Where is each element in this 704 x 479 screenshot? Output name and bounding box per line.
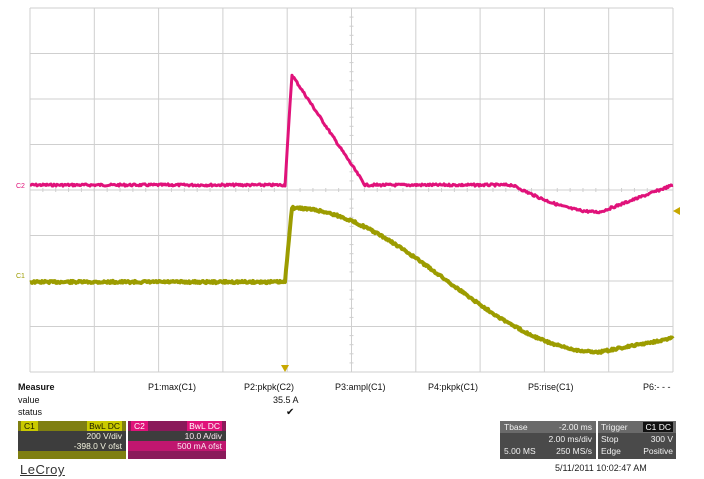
trigger-box[interactable]: Trigger C1 DC Stop 300 V Edge Positive [598, 421, 676, 459]
param-p2-value: 35.5 A [273, 395, 299, 405]
trigger-source: C1 DC [643, 422, 673, 432]
measure-value-row: value 35.5 A [18, 395, 700, 408]
timebase-label: Tbase [504, 422, 528, 432]
value-label: value [18, 395, 40, 405]
timebase-samples: 5.00 MS [504, 446, 536, 456]
measure-name-row: Measure P1:max(C1) P2:pkpk(C2) P3:ampl(C… [18, 382, 700, 395]
trace-c2 [29, 73, 674, 215]
c2-descriptor-header: C2 BwL DC [128, 421, 226, 431]
c1-marker-label: C1 [16, 273, 25, 280]
c1-tag: C1 [21, 421, 38, 431]
c1-scale: 200 V/div [86, 431, 122, 441]
param-p2-name[interactable]: P2:pkpk(C2) [244, 382, 295, 392]
scope-display[interactable]: C2 C1 [0, 0, 704, 380]
c2-offset: 500 mA ofst [128, 441, 226, 451]
c1-descriptor-box[interactable]: C1 BwL DC 200 V/div -398.0 V ofst [18, 421, 126, 459]
param-p3-name[interactable]: P3:ampl(C1) [335, 382, 386, 392]
timestamp: 5/11/2011 10:02:47 AM [555, 463, 647, 473]
c2-tag: C2 [131, 421, 148, 431]
c1-descriptor-header: C1 BwL DC [18, 421, 126, 431]
c2-descriptor-box[interactable]: C2 BwL DC 10.0 A/div 500 mA ofst [128, 421, 226, 459]
status-label: status [18, 407, 43, 417]
trigger-label: Trigger [601, 422, 628, 432]
measure-label: Measure [18, 382, 55, 392]
trigger-level-marker[interactable] [673, 207, 680, 215]
timebase-scale: 2.00 ms/div [548, 434, 592, 444]
c1-channel-marker[interactable]: C1 [16, 273, 25, 280]
param-p2-status-check-icon: ✔ [286, 407, 295, 418]
trigger-level: 300 V [650, 434, 673, 444]
c2-scale: 10.0 A/div [184, 431, 222, 441]
c2-marker-label: C2 [16, 183, 25, 190]
c2-channel-marker[interactable]: C2 [16, 183, 25, 190]
c2-coupling: BwL DC [187, 421, 222, 431]
param-p6-name[interactable]: P6:- - - [643, 382, 671, 392]
measure-status-row: status ✔ [18, 407, 700, 420]
graticule [29, 7, 674, 373]
param-p5-name[interactable]: P5:rise(C1) [528, 382, 574, 392]
trigger-time-marker[interactable] [281, 365, 289, 372]
timebase-rate: 250 MS/s [556, 446, 592, 456]
trigger-type: Edge [601, 446, 621, 456]
trigger-slope: Positive [643, 446, 673, 456]
param-p4-name[interactable]: P4:pkpk(C1) [428, 382, 479, 392]
trace-c1 [29, 204, 675, 355]
timebase-delay: -2.00 ms [558, 422, 592, 432]
brand-logo: LeCroy [20, 462, 65, 477]
c1-coupling: BwL DC [87, 421, 122, 431]
param-p1-name[interactable]: P1:max(C1) [148, 382, 197, 392]
timebase-box[interactable]: Tbase -2.00 ms 2.00 ms/div 5.00 MS 250 M… [500, 421, 596, 459]
c1-offset: -398.0 V ofst [73, 441, 122, 451]
trigger-mode: Stop [601, 434, 619, 444]
